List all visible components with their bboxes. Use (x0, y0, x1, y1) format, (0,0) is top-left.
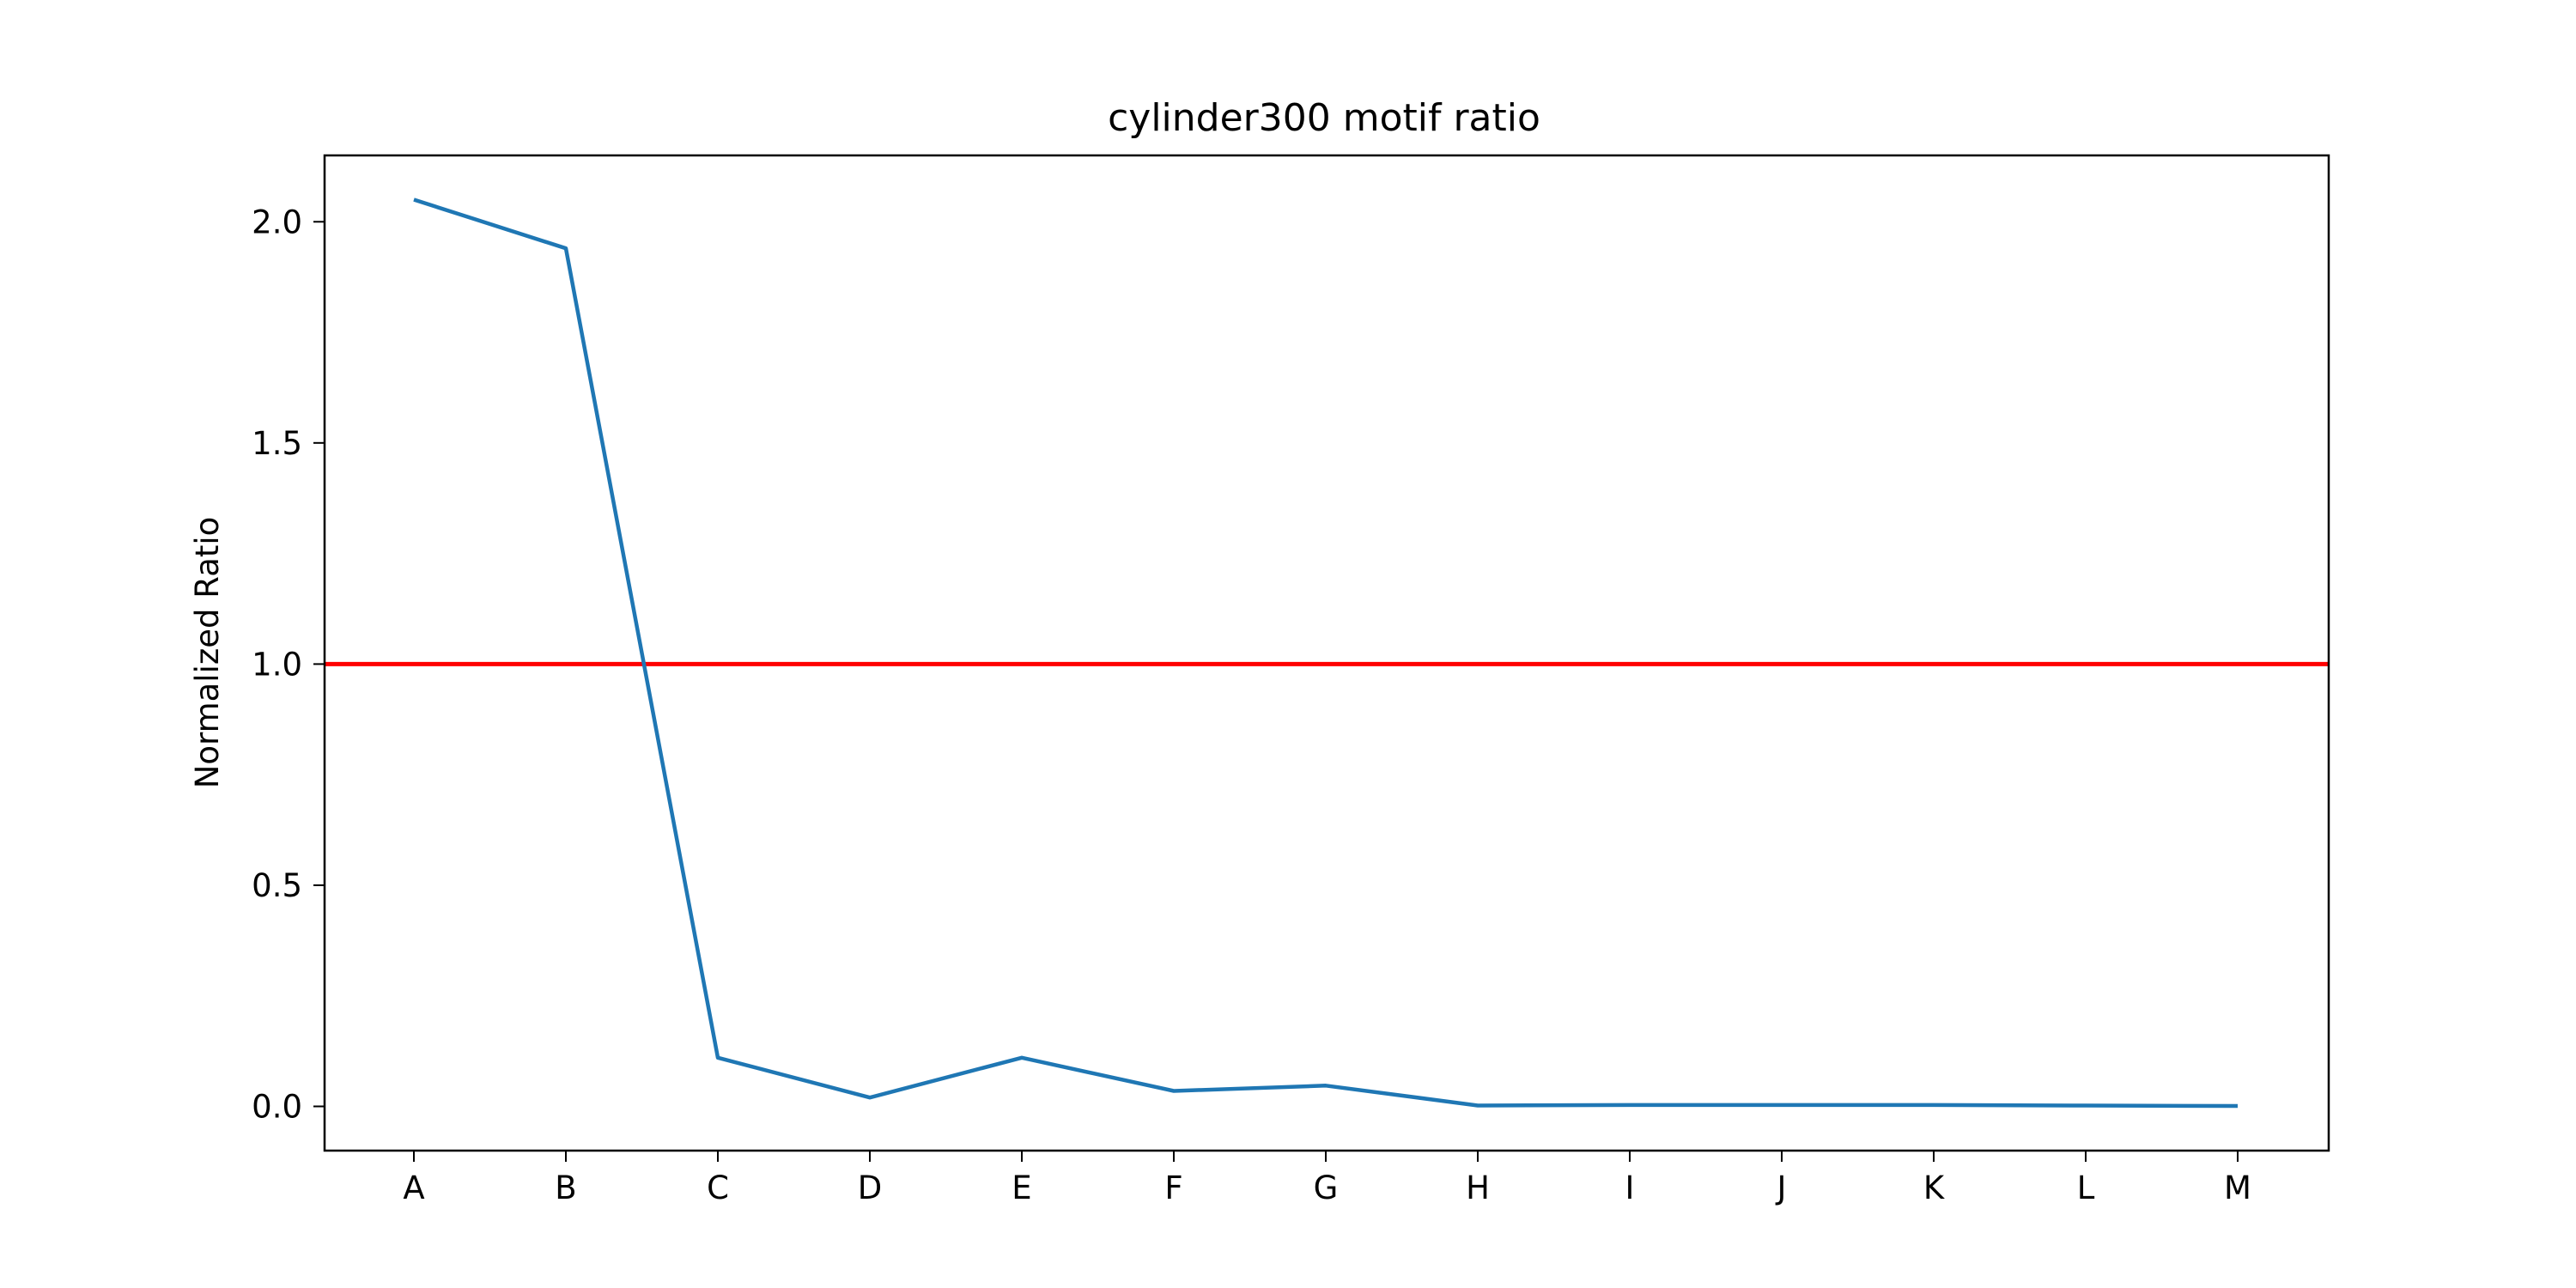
chart-title: cylinder300 motif ratio (1108, 96, 1540, 140)
y-axis-label: Normalized Ratio (189, 517, 226, 789)
x-tick-label: I (1625, 1170, 1635, 1206)
x-tick-label: F (1164, 1170, 1182, 1206)
x-tick-label: K (1923, 1170, 1946, 1206)
y-tick-label: 2.0 (252, 204, 302, 240)
x-tick-label: J (1776, 1170, 1787, 1206)
plot-area: 0.0 0.5 1.0 1.5 2.0 A B C D E F G H I J K L M (252, 154, 2330, 1206)
y-tick-label: 0.0 (252, 1088, 302, 1125)
x-tick-label: E (1012, 1170, 1031, 1206)
y-tick-label: 0.5 (252, 867, 302, 904)
x-tick-label: G (1314, 1170, 1339, 1206)
y-tick-label: 1.0 (252, 646, 302, 683)
x-tick-label: B (555, 1170, 576, 1206)
x-tick-label: A (403, 1170, 424, 1206)
y-tick-label: 1.5 (252, 425, 302, 462)
x-tick-label: C (707, 1170, 729, 1206)
x-tick-label: L (2077, 1170, 2095, 1206)
x-tick-label: D (858, 1170, 883, 1206)
x-tick-label: H (1466, 1170, 1490, 1206)
x-tick-label: M (2224, 1170, 2251, 1206)
